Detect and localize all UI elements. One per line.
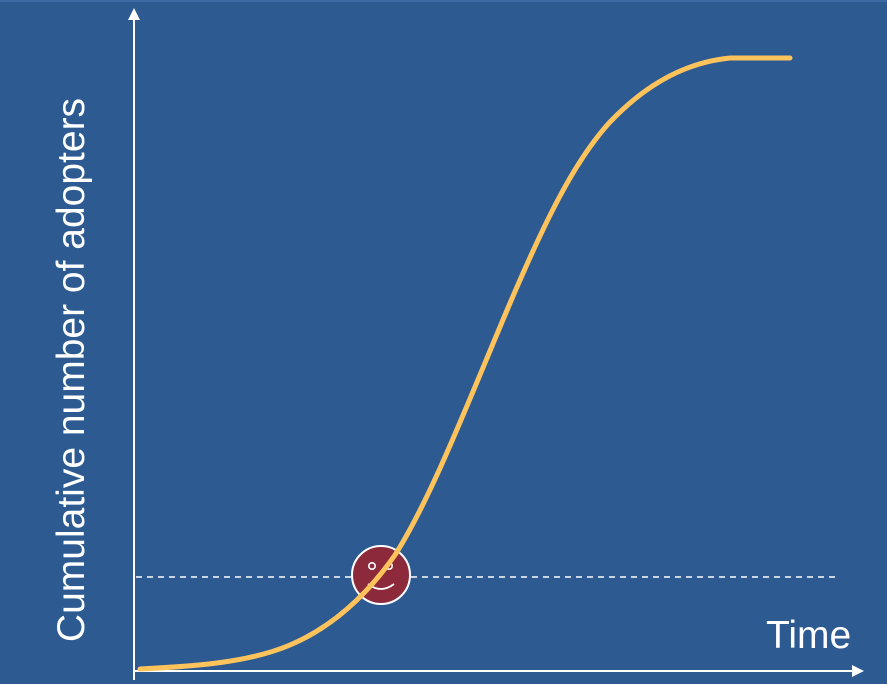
top-divider [0,0,887,2]
adoption-curve [137,55,793,672]
y-axis-label: Cumulative number of adopters [50,97,93,643]
x-axis-label: Time [766,614,852,657]
